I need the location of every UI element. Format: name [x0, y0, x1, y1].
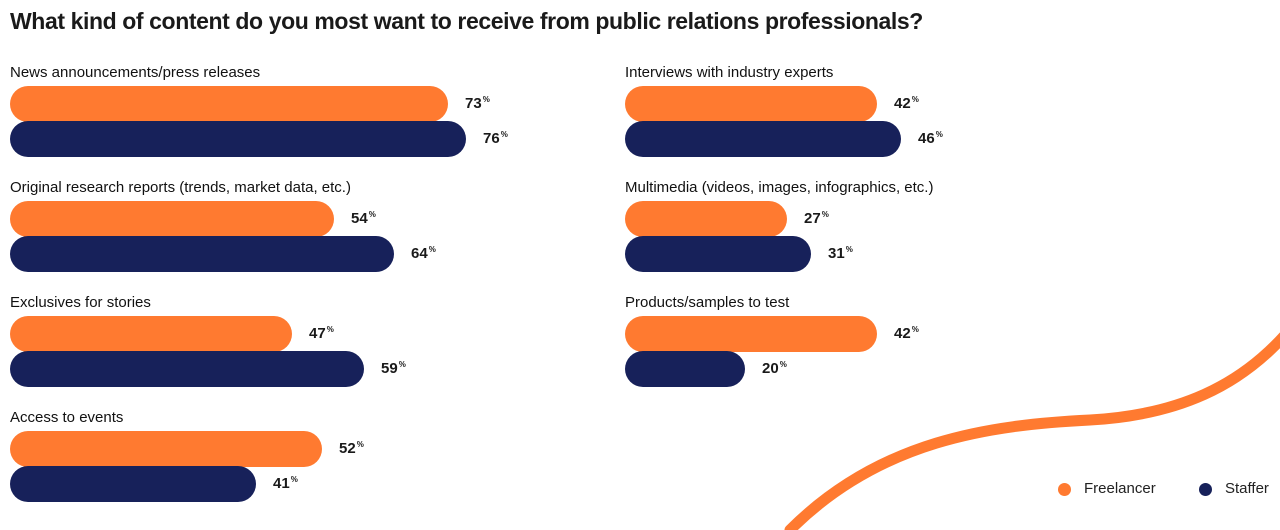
- bar-freelancer: [625, 201, 787, 237]
- data-label: 31%: [828, 245, 853, 262]
- bar-group: Products/samples to test 42% 20%: [625, 294, 1225, 404]
- data-label-value: 47: [309, 325, 326, 342]
- bar-staffer: [10, 121, 466, 157]
- percent-sign: %: [398, 360, 406, 369]
- bar-staffer: [10, 466, 256, 502]
- chart-title: What kind of content do you most want to…: [10, 8, 923, 34]
- percent-sign: %: [482, 95, 490, 104]
- bar-freelancer: [10, 201, 334, 237]
- data-label: 73%: [465, 95, 490, 112]
- legend-dot-freelancer: [1058, 483, 1071, 496]
- data-label-value: 64: [411, 245, 428, 262]
- data-label: 52%: [339, 440, 364, 457]
- category-label: News announcements/press releases: [10, 64, 261, 81]
- data-label-value: 73: [465, 95, 482, 112]
- data-label: 41%: [273, 475, 298, 492]
- data-label: 59%: [381, 360, 406, 377]
- data-label-value: 76: [483, 130, 500, 147]
- data-label: 42%: [894, 325, 919, 342]
- data-label-value: 42: [894, 95, 911, 112]
- bar-freelancer: [625, 316, 877, 352]
- percent-sign: %: [845, 245, 853, 254]
- data-label-value: 41: [273, 475, 290, 492]
- data-label-value: 27: [804, 210, 821, 227]
- data-label: 46%: [918, 130, 943, 147]
- data-label: 20%: [762, 360, 787, 377]
- bar-group: Interviews with industry experts 42% 46%: [625, 64, 1225, 174]
- percent-sign: %: [911, 325, 919, 334]
- percent-sign: %: [500, 130, 508, 139]
- bar-freelancer: [10, 431, 322, 467]
- percent-sign: %: [290, 475, 298, 484]
- category-label: Original research reports (trends, marke…: [10, 179, 351, 196]
- data-label-value: 52: [339, 440, 356, 457]
- data-label: 54%: [351, 210, 376, 227]
- bar-group: Multimedia (videos, images, infographics…: [625, 179, 1225, 289]
- data-label-value: 46: [918, 130, 935, 147]
- percent-sign: %: [911, 95, 919, 104]
- percent-sign: %: [779, 360, 787, 369]
- data-label: 64%: [411, 245, 436, 262]
- data-label: 42%: [894, 95, 919, 112]
- data-label-value: 59: [381, 360, 398, 377]
- percent-sign: %: [356, 440, 364, 449]
- bar-staffer: [625, 236, 811, 272]
- percent-sign: %: [935, 130, 943, 139]
- legend-label-staffer: Staffer: [1225, 480, 1269, 497]
- legend-dot-staffer: [1199, 483, 1212, 496]
- bar-freelancer: [625, 86, 877, 122]
- data-label-value: 42: [894, 325, 911, 342]
- bar-staffer: [10, 236, 394, 272]
- data-label: 27%: [804, 210, 829, 227]
- data-label-value: 54: [351, 210, 368, 227]
- bar-group: Exclusives for stories 47% 59%: [10, 294, 610, 404]
- data-label: 76%: [483, 130, 508, 147]
- bar-staffer: [625, 121, 901, 157]
- category-label: Multimedia (videos, images, infographics…: [625, 179, 934, 196]
- bar-group: Access to events 52% 41%: [10, 409, 610, 519]
- data-label-value: 31: [828, 245, 845, 262]
- data-label-value: 20: [762, 360, 779, 377]
- bar-staffer: [10, 351, 364, 387]
- bar-freelancer: [10, 316, 292, 352]
- category-label: Exclusives for stories: [10, 294, 151, 311]
- legend-label-freelancer: Freelancer: [1084, 480, 1156, 497]
- percent-sign: %: [368, 210, 376, 219]
- category-label: Access to events: [10, 409, 124, 426]
- bar-staffer: [625, 351, 745, 387]
- bar-freelancer: [10, 86, 448, 122]
- percent-sign: %: [428, 245, 436, 254]
- category-label: Interviews with industry experts: [625, 64, 834, 81]
- bar-group: Original research reports (trends, marke…: [10, 179, 610, 289]
- bar-group: News announcements/press releases 73% 76%: [10, 64, 610, 174]
- percent-sign: %: [326, 325, 334, 334]
- percent-sign: %: [821, 210, 829, 219]
- data-label: 47%: [309, 325, 334, 342]
- category-label: Products/samples to test: [625, 294, 790, 311]
